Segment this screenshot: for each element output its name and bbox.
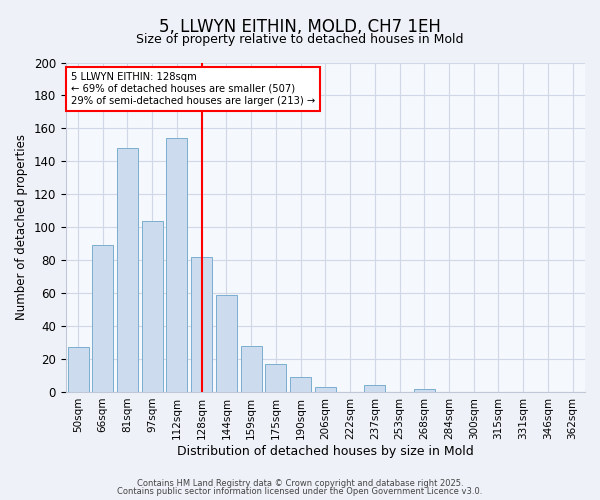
- Bar: [68, 348, 89, 392]
- Bar: [315, 387, 336, 392]
- Text: 5 LLWYN EITHIN: 128sqm
← 69% of detached houses are smaller (507)
29% of semi-de: 5 LLWYN EITHIN: 128sqm ← 69% of detached…: [71, 72, 315, 106]
- Bar: [166, 138, 187, 392]
- Bar: [191, 257, 212, 392]
- Bar: [92, 246, 113, 392]
- Text: Contains HM Land Registry data © Crown copyright and database right 2025.: Contains HM Land Registry data © Crown c…: [137, 479, 463, 488]
- Bar: [142, 220, 163, 392]
- Bar: [414, 388, 435, 392]
- Bar: [290, 377, 311, 392]
- Text: 5, LLWYN EITHIN, MOLD, CH7 1EH: 5, LLWYN EITHIN, MOLD, CH7 1EH: [159, 18, 441, 36]
- X-axis label: Distribution of detached houses by size in Mold: Distribution of detached houses by size …: [177, 444, 474, 458]
- Bar: [241, 346, 262, 392]
- Bar: [265, 364, 286, 392]
- Bar: [364, 386, 385, 392]
- Bar: [117, 148, 138, 392]
- Text: Size of property relative to detached houses in Mold: Size of property relative to detached ho…: [136, 32, 464, 46]
- Text: Contains public sector information licensed under the Open Government Licence v3: Contains public sector information licen…: [118, 487, 482, 496]
- Bar: [216, 295, 237, 392]
- Y-axis label: Number of detached properties: Number of detached properties: [15, 134, 28, 320]
